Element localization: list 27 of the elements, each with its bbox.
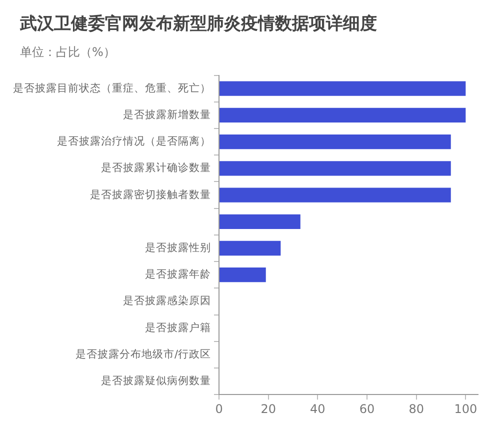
x-tick-label: 60 <box>359 402 375 416</box>
y-tick-label: 是否披露目前状态（重症、危重、死亡） <box>13 81 211 94</box>
bar <box>220 134 451 150</box>
y-tick-label: 是否披露户籍 <box>145 320 211 334</box>
bar <box>220 214 300 229</box>
y-tick-label: 是否披露密切接触者数量 <box>90 188 211 201</box>
bar <box>220 161 451 176</box>
text: 单位：占比（%） <box>19 44 116 61</box>
y-tick-label: 是否披露性别 <box>145 242 211 254</box>
bar <box>220 268 266 282</box>
x-tick-label: 20 <box>260 402 276 416</box>
bar <box>220 108 466 123</box>
chart-title: 武汉卫健委官网发布新型肺炎疫情数据项详细度 <box>18 13 378 36</box>
x-tick-label: 80 <box>408 402 424 416</box>
y-tick-label: 是否披露新增数量 <box>123 108 211 121</box>
y-tick-label: 是否披露疑似病例数量 <box>101 374 211 388</box>
bar <box>220 188 451 202</box>
bar <box>220 240 281 256</box>
y-tick-label: 是否披露感染原因 <box>123 294 211 308</box>
x-tick-label: 40 <box>310 402 326 416</box>
x-tick-label: 0 <box>215 402 223 416</box>
y-tick-label: 是否披露年龄 <box>145 268 211 281</box>
y-tick-label: 是否披露累计确诊数量 <box>101 161 211 174</box>
bar <box>220 81 466 96</box>
y-tick-label: 是否披露治疗情况（是否隔离） <box>57 134 211 148</box>
x-tick-label: 100 <box>454 402 478 416</box>
y-tick-label: 是否披露分布地级市/行政区 <box>75 347 211 360</box>
